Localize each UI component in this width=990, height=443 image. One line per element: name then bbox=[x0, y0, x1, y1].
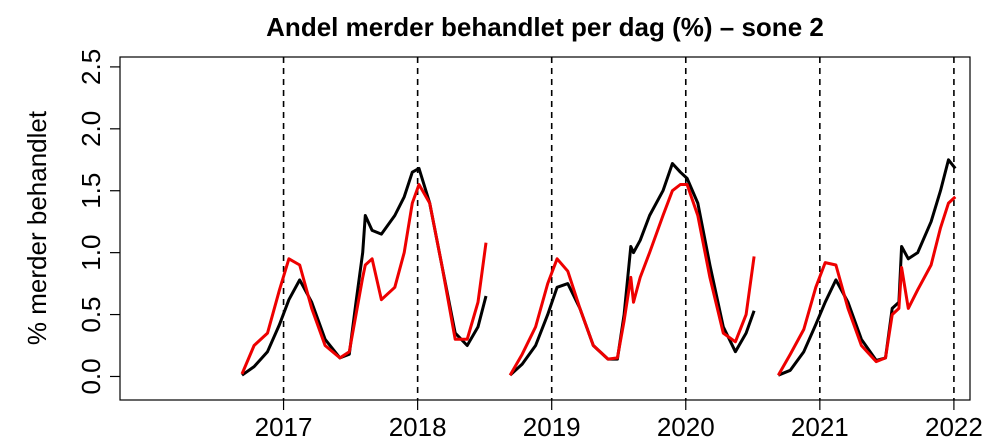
y-tick-label: 0.0 bbox=[76, 358, 106, 394]
x-tick-label: 2021 bbox=[791, 412, 849, 442]
y-tick-label: 2.5 bbox=[76, 49, 106, 85]
plot-frame bbox=[119, 56, 971, 401]
x-tick-label: 2018 bbox=[389, 412, 447, 442]
y-axis-label: % merder behandlet bbox=[22, 110, 52, 345]
data-line bbox=[241, 158, 957, 377]
x-tick-label: 2020 bbox=[657, 412, 715, 442]
x-tick-label: 2017 bbox=[255, 412, 313, 442]
y-tick-label: 1.0 bbox=[76, 235, 106, 271]
chart-title: Andel merder behandlet per dag (%) – son… bbox=[266, 12, 824, 42]
x-tick-label: 2019 bbox=[523, 412, 581, 442]
y-tick-label: 1.5 bbox=[76, 173, 106, 209]
x-tick-label: 2022 bbox=[925, 412, 983, 442]
y-tick-label: 2.0 bbox=[76, 111, 106, 147]
data-line bbox=[240, 183, 957, 376]
y-tick-label: 0.5 bbox=[76, 296, 106, 332]
